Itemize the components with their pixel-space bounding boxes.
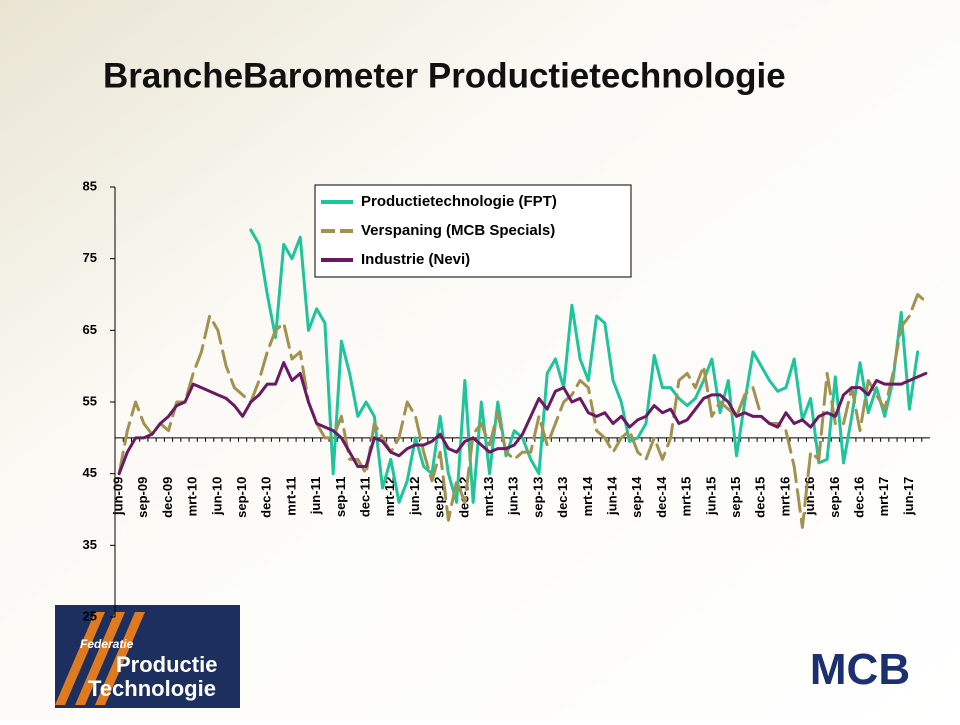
x-tick-label: dec-16 — [851, 477, 866, 518]
legend-label: Productietechnologie (FPT) — [361, 193, 557, 210]
x-tick-label: sep-14 — [629, 476, 644, 518]
y-tick-label: 75 — [83, 250, 97, 265]
x-tick-label: jun-17 — [901, 477, 916, 516]
legend-label: Verspaning (MCB Specials) — [361, 222, 555, 239]
x-tick-label: dec-11 — [358, 477, 373, 517]
x-tick-label: jun-15 — [703, 477, 718, 516]
x-tick-label: sep-15 — [728, 477, 743, 518]
x-tick-label: jun-10 — [209, 477, 224, 516]
left-logo: Federatie Productie Technologie — [55, 605, 240, 708]
x-tick-label: dec-13 — [555, 477, 570, 518]
x-tick-label: sep-16 — [827, 477, 842, 518]
series-line — [117, 361, 928, 476]
x-tick-label: mrt-10 — [185, 477, 200, 517]
x-tick-label: jun-12 — [407, 477, 422, 516]
y-tick-label: 65 — [83, 322, 97, 337]
x-tick-label: dec-15 — [753, 477, 768, 518]
logo-text: Technologie — [88, 676, 216, 701]
x-tick-label: sep-13 — [530, 477, 545, 518]
series-line — [249, 228, 920, 504]
y-tick-label: 85 — [83, 178, 97, 193]
x-tick-label: sep-09 — [135, 477, 150, 518]
series-line — [117, 293, 928, 529]
x-tick-label: dec-09 — [160, 477, 175, 518]
right-logo: MCB — [810, 645, 910, 694]
y-tick-label: 55 — [83, 393, 97, 408]
x-tick-label: mrt-15 — [679, 477, 694, 517]
logo-text: Federatie — [80, 637, 134, 651]
x-tick-label: dec-14 — [654, 476, 669, 518]
x-tick-label: mrt-12 — [382, 477, 397, 517]
x-tick-label: mrt-17 — [876, 477, 891, 517]
x-tick-label: mrt-13 — [481, 477, 496, 517]
x-tick-label: jun-14 — [604, 476, 619, 516]
y-tick-label: 35 — [83, 537, 97, 552]
x-tick-label: sep-12 — [432, 477, 447, 518]
x-tick-label: mrt-14 — [580, 476, 595, 517]
y-tick-label: 25 — [83, 608, 97, 623]
x-tick-label: mrt-16 — [777, 477, 792, 517]
x-tick-label: jun-11 — [308, 477, 323, 516]
slide-title: BrancheBarometer Productietechnologie — [103, 56, 786, 95]
x-tick-label: mrt-11 — [283, 477, 298, 516]
x-tick-label: jun-09 — [111, 477, 126, 516]
logo-stripes — [55, 612, 145, 705]
legend-box — [314, 184, 632, 278]
logo-text: Productie — [116, 652, 217, 677]
x-tick-label: sep-10 — [234, 477, 249, 518]
x-tick-label: sep-11 — [333, 477, 348, 517]
y-tick-label: 45 — [83, 465, 97, 480]
x-tick-label: dec-10 — [259, 477, 274, 518]
x-tick-label: jun-13 — [506, 477, 521, 516]
legend-label: Industrie (Nevi) — [361, 251, 470, 268]
